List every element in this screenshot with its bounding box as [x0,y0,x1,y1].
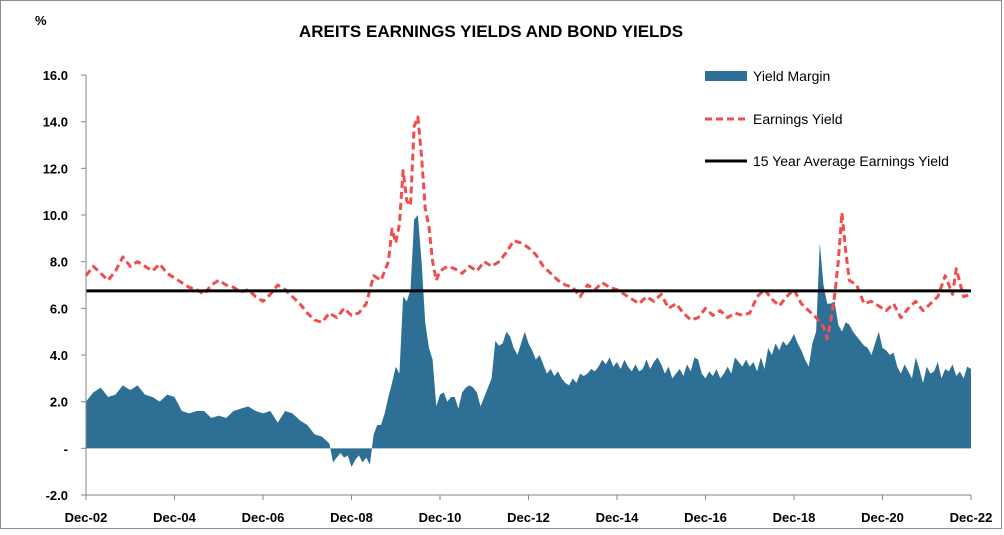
x-tick-label: Dec-20 [861,510,904,525]
axes: 16.0 14.0 12.0 10.0 8.0 6.0 4.0 2.0 - -2.0 Dec-02 D… [43,68,993,525]
legend-swatch-yield-margin [705,71,747,81]
y-tick-label: 12.0 [43,161,68,176]
chart-title: AREITS EARNINGS YIELDS AND BOND YIELDS [299,22,683,41]
y-tick-label: 4.0 [50,348,68,363]
y-tick-label: 6.0 [50,301,68,316]
legend-label-15-year-average: 15 Year Average Earnings Yield [753,153,949,169]
x-tick-label: Dec-16 [684,510,727,525]
x-tick-label: Dec-22 [950,510,993,525]
y-axis-unit-label: % [35,13,47,28]
x-tick-label: Dec-04 [153,510,196,525]
x-tick-label: Dec-14 [596,510,639,525]
y-tick-label: 14.0 [43,115,68,130]
x-tick-label: Dec-12 [507,510,550,525]
y-tick-label: 10.0 [43,208,68,223]
series-yield-margin-area [86,215,971,467]
series-earnings-yield-line [84,115,972,341]
y-tick-label: - [64,441,68,456]
y-tick-label: 16.0 [43,68,68,83]
x-tick-label: Dec-18 [773,510,816,525]
y-tick-label: -2.0 [46,488,68,503]
x-tick-label: Dec-10 [419,510,462,525]
legend-label-earnings-yield: Earnings Yield [753,111,843,127]
x-tick-label: Dec-08 [330,510,373,525]
legend-label-yield-margin: Yield Margin [753,68,830,84]
x-tick-label: Dec-02 [65,510,108,525]
x-tick-label: Dec-06 [242,510,285,525]
y-tick-label: 8.0 [50,255,68,270]
plot-area [84,115,972,467]
legend: Yield Margin Earnings Yield 15 Year Averag… [705,68,949,169]
y-tick-label: 2.0 [50,395,68,410]
